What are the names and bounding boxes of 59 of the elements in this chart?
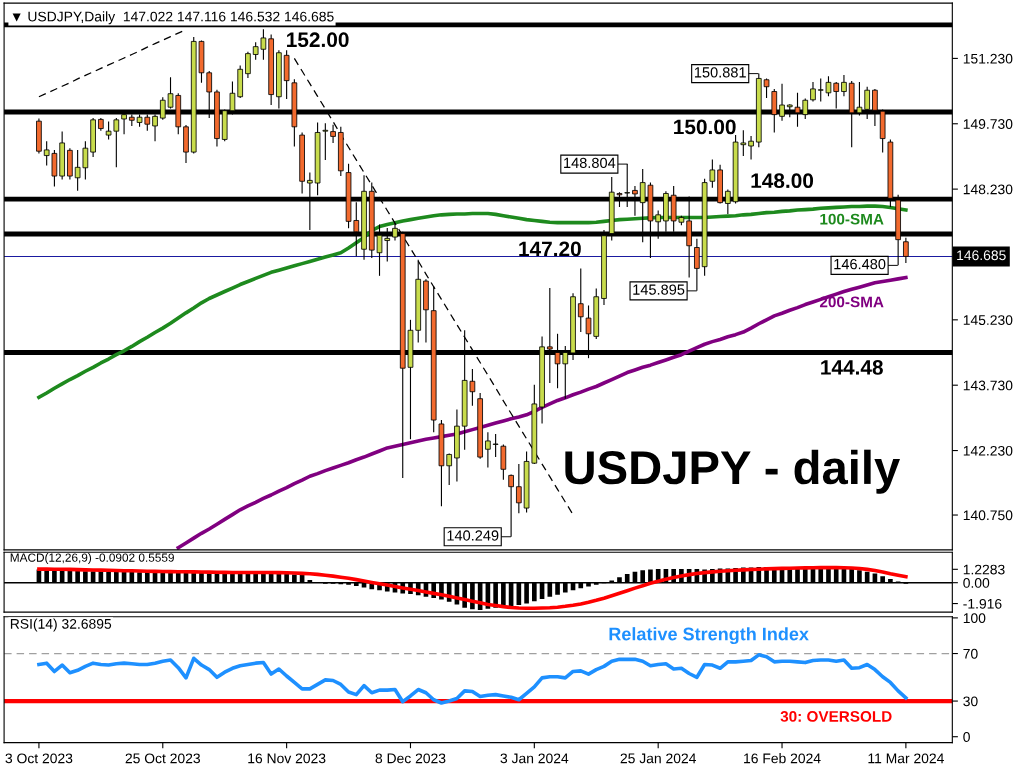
y-tick-label: 100 [963, 613, 986, 624]
ref-line-label: 150.00 [674, 119, 736, 135]
candlestick [810, 81, 816, 103]
ref-line-label: 30: OVERSOLD [780, 711, 892, 722]
annotation: 140.249 [447, 530, 499, 541]
annotation: 148.804 [564, 157, 616, 169]
text: Relative Strength Index [609, 627, 809, 645]
candlestick [516, 463, 522, 514]
x-tick-label: 25 Oct 2023 [125, 753, 201, 764]
annotation: RSI(14) 32.6895 [10, 618, 112, 632]
y-tick-label: 70 [963, 648, 978, 659]
y-tick-label: 0 [963, 732, 970, 742]
annotation: MACD(12,26,9) -0.0902 0.5559 [10, 553, 174, 565]
candlestick [492, 433, 499, 458]
y-tick-label: 1.2283 [963, 564, 1005, 575]
series-label: 200-SMA [819, 296, 884, 308]
candlestick [748, 135, 754, 161]
annotation: 146.480 [834, 258, 886, 270]
candlestick [446, 453, 452, 486]
candlestick [500, 443, 507, 481]
text: USDJPY - daily [565, 449, 900, 494]
candlestick [330, 124, 336, 144]
y-tick-label: 145.230 [963, 315, 1013, 325]
x-tick-label: 3 Jan 2024 [500, 753, 569, 764]
y-tick-label: 148.230 [963, 184, 1013, 195]
line-series [37, 565, 908, 611]
candlestick [245, 51, 251, 79]
series-label: 100-SMA [820, 213, 884, 225]
ref-line-label: 144.48 [821, 360, 883, 375]
line-series [37, 204, 908, 400]
annotation: ▼ USDJPY,Daily 147.022 147.116 146.532 146.685 [12, 11, 334, 25]
candlestick [577, 267, 584, 333]
y-tick-label: 142.230 [963, 445, 1013, 456]
y-tick-label: 140.750 [963, 510, 1013, 521]
annotation: 150.881 [694, 67, 746, 78]
y-tick-label: 0.00 [963, 578, 990, 588]
ref-line-label: 148.00 [751, 173, 814, 189]
y-tick-label: -1.916 [963, 598, 1002, 609]
candlestick [841, 74, 847, 97]
y-tick-label: 149.730 [963, 119, 1013, 129]
candlestick [485, 431, 491, 469]
ref-line-label: 146.685 [957, 250, 1006, 261]
x-tick-label: 8 Dec 2023 [375, 753, 446, 764]
x-tick-label: 11 Mar 2024 [868, 753, 944, 764]
candlestick [322, 122, 329, 161]
x-tick-label: 16 Feb 2024 [744, 753, 821, 764]
x-tick-label: 3 Oct 2023 [5, 753, 73, 764]
x-tick-label: 25 Jan 2024 [620, 753, 696, 764]
annotation: 145.895 [633, 284, 685, 295]
line-series [37, 653, 908, 705]
x-tick-label: 16 Nov 2023 [248, 753, 326, 764]
y-tick-label: 151.230 [963, 53, 1013, 64]
candlestick [903, 237, 909, 264]
line-series [176, 275, 908, 550]
y-tick-label: 30 [963, 696, 978, 707]
ref-line-label: 147.20 [519, 241, 581, 257]
candlestick [709, 158, 716, 189]
y-tick-label: 143.730 [963, 380, 1013, 391]
ref-line-label: 152.00 [287, 32, 349, 48]
